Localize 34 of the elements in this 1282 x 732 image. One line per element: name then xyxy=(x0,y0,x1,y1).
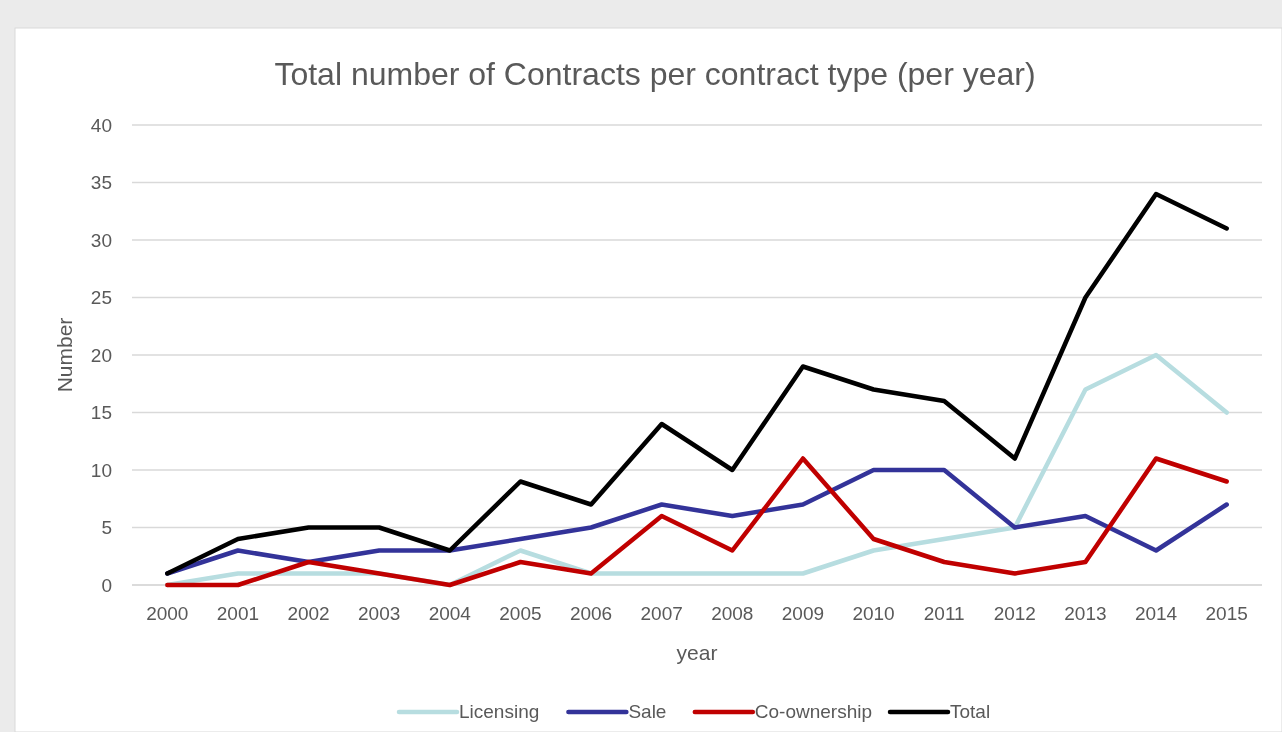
x-tick-label: 2009 xyxy=(781,603,825,624)
x-tick-label: 2006 xyxy=(569,603,613,624)
x-tick-label: 2010 xyxy=(852,603,895,624)
x-tick-label: 2008 xyxy=(711,603,754,624)
y-axis-title: Number xyxy=(53,317,76,393)
x-tick-label: 2005 xyxy=(499,603,542,624)
x-tick-label: 2004 xyxy=(428,603,472,624)
x-axis-title: year xyxy=(676,641,718,664)
y-tick-label: 35 xyxy=(90,172,112,194)
x-tick-label: 2014 xyxy=(1134,603,1178,624)
y-tick-label: 15 xyxy=(90,402,112,424)
chart-title: Total number of Contracts per contract type (per year) xyxy=(274,56,1036,92)
legend-label: Licensing xyxy=(459,701,540,722)
legend-label: Total xyxy=(950,701,991,722)
y-tick-label: 20 xyxy=(90,344,112,366)
x-tick-label: 2012 xyxy=(993,603,1036,624)
y-tick-label: 30 xyxy=(90,229,112,251)
x-tick-label: 2000 xyxy=(146,603,189,624)
x-tick-label: 2002 xyxy=(287,603,330,624)
y-tick-label: 25 xyxy=(90,287,112,309)
x-tick-label: 2003 xyxy=(358,603,401,624)
x-tick-label: 2011 xyxy=(923,603,965,624)
x-tick-label: 2015 xyxy=(1205,603,1248,624)
y-tick-label: 5 xyxy=(101,517,112,539)
y-tick-label: 0 xyxy=(101,574,112,596)
line-series xyxy=(165,456,1229,588)
y-tick-label: 40 xyxy=(90,114,112,136)
x-tick-label: 2001 xyxy=(216,603,260,624)
x-tick-label: 2007 xyxy=(640,603,683,624)
line-series xyxy=(165,191,1229,576)
legend-label: Co-ownership xyxy=(754,701,873,722)
y-tick-label: 10 xyxy=(90,459,112,481)
legend-label: Sale xyxy=(628,701,667,722)
x-tick-label: 2013 xyxy=(1064,603,1107,624)
